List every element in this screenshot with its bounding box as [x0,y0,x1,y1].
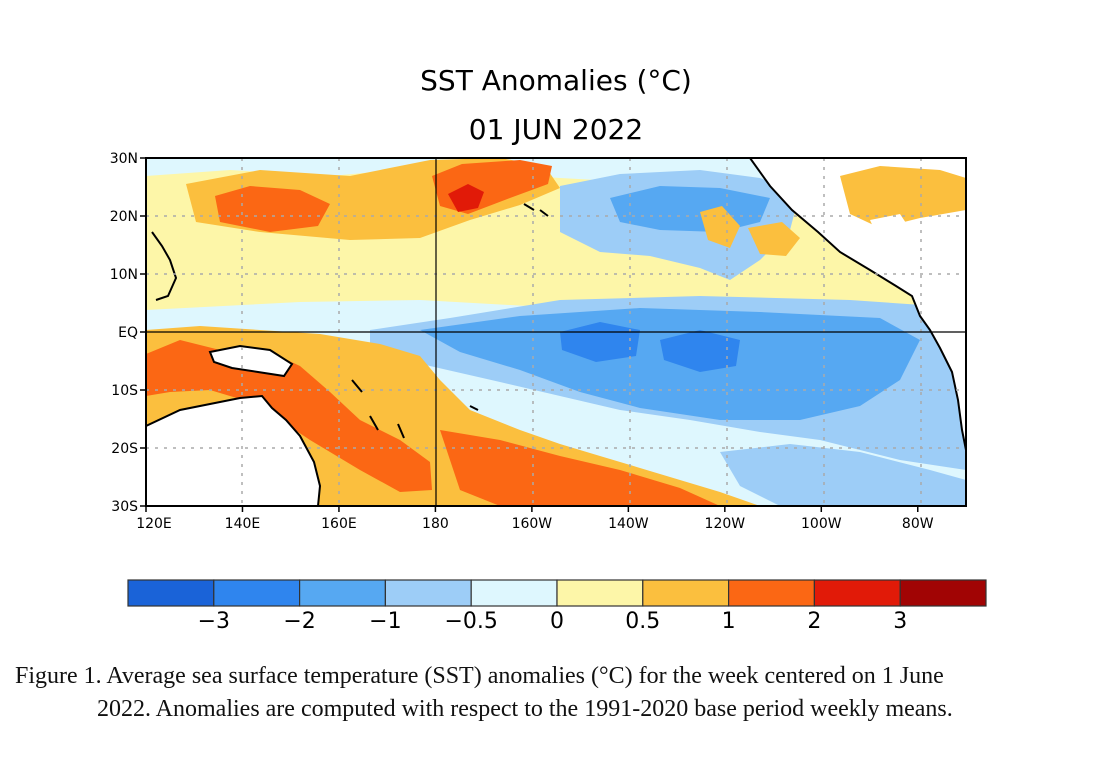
colorbar-tick-label: −3 [198,609,230,634]
figure-caption: Figure 1. Average sea surface temperatur… [15,660,1100,726]
lon-label: 140E [225,516,261,532]
colorbar-tick-labels: −3 −2 −1 −0.5 0 0.5 1 2 3 [198,609,908,634]
colorbar-segment [299,579,387,607]
anomaly-field [146,158,966,506]
lon-label: 120E [136,516,172,532]
equatorial-cold-core [420,308,920,420]
lon-label: 140W [608,516,649,532]
lat-label: 20N [110,209,138,225]
colorbar-segment [213,579,301,607]
northwest-red-core-a [215,186,330,232]
colorbar-tick-label: 3 [893,609,907,634]
americas-land-overlay-warm [840,166,966,228]
south-central-red-band [440,430,720,506]
north-central-darkred-spot [448,184,484,212]
colorbar [127,579,987,607]
colorbar-segment [470,579,558,607]
lon-label: 100W [801,516,842,532]
colorbar-tick-label: 1 [722,609,736,634]
colorbar-segment [556,579,644,607]
colorbar-segment [384,579,472,607]
colorbar-segment [127,579,215,607]
lat-label: 30N [110,151,138,167]
colorbar-tick-label: −2 [283,609,315,634]
lat-label: 10S [111,383,138,399]
australia-coastline [146,394,322,506]
australia-land [146,396,320,506]
map-title: SST Anomalies (°C) [420,64,692,97]
colorbar-tick-label: 0.5 [625,609,660,634]
lon-label: 160E [321,516,357,532]
island-chain-marks [351,203,549,439]
longitude-labels: 120E 140E 160E 180 160W 140W 120W 100W 80W [136,506,934,532]
colorbar-segment [813,579,901,607]
yucatan-land [870,214,912,244]
colorbar-segment [899,579,987,607]
lat-label: 30S [111,499,138,515]
latitude-labels: 30N 20N 10N EQ 10S 20S 30S [110,151,146,515]
western-pacific-red-core [146,340,432,492]
lat-label: 10N [110,267,138,283]
lon-label: 120W [705,516,746,532]
lon-label: 80W [902,516,934,532]
sst-anomaly-map [146,158,966,506]
equatorial-cold-spots [560,322,740,372]
lon-label: 160W [512,516,553,532]
lat-label: EQ [118,325,138,341]
colorbar-tick-label: 0 [550,609,564,634]
colorbar-segment [642,579,730,607]
colorbar-tick-label: 2 [807,609,821,634]
lon-label: 180 [422,516,449,532]
caption-line-1: Figure 1. Average sea surface temperatur… [15,663,944,689]
lat-label: 20S [111,441,138,457]
new-guinea-coastline [208,344,294,378]
philippines-coastline [151,231,178,301]
northeast-orange-spots [700,206,800,256]
americas-land [750,158,966,450]
colorbar-tick-label: −0.5 [444,609,497,634]
caption-line-2: 2022. Anomalies are computed with respec… [97,696,953,722]
colorbar-segment [727,579,815,607]
map-date: 01 JUN 2022 [469,113,643,146]
new-guinea-land [210,346,292,376]
southeast-cool-band [720,444,966,506]
colorbar-tick-label: −1 [369,609,401,634]
